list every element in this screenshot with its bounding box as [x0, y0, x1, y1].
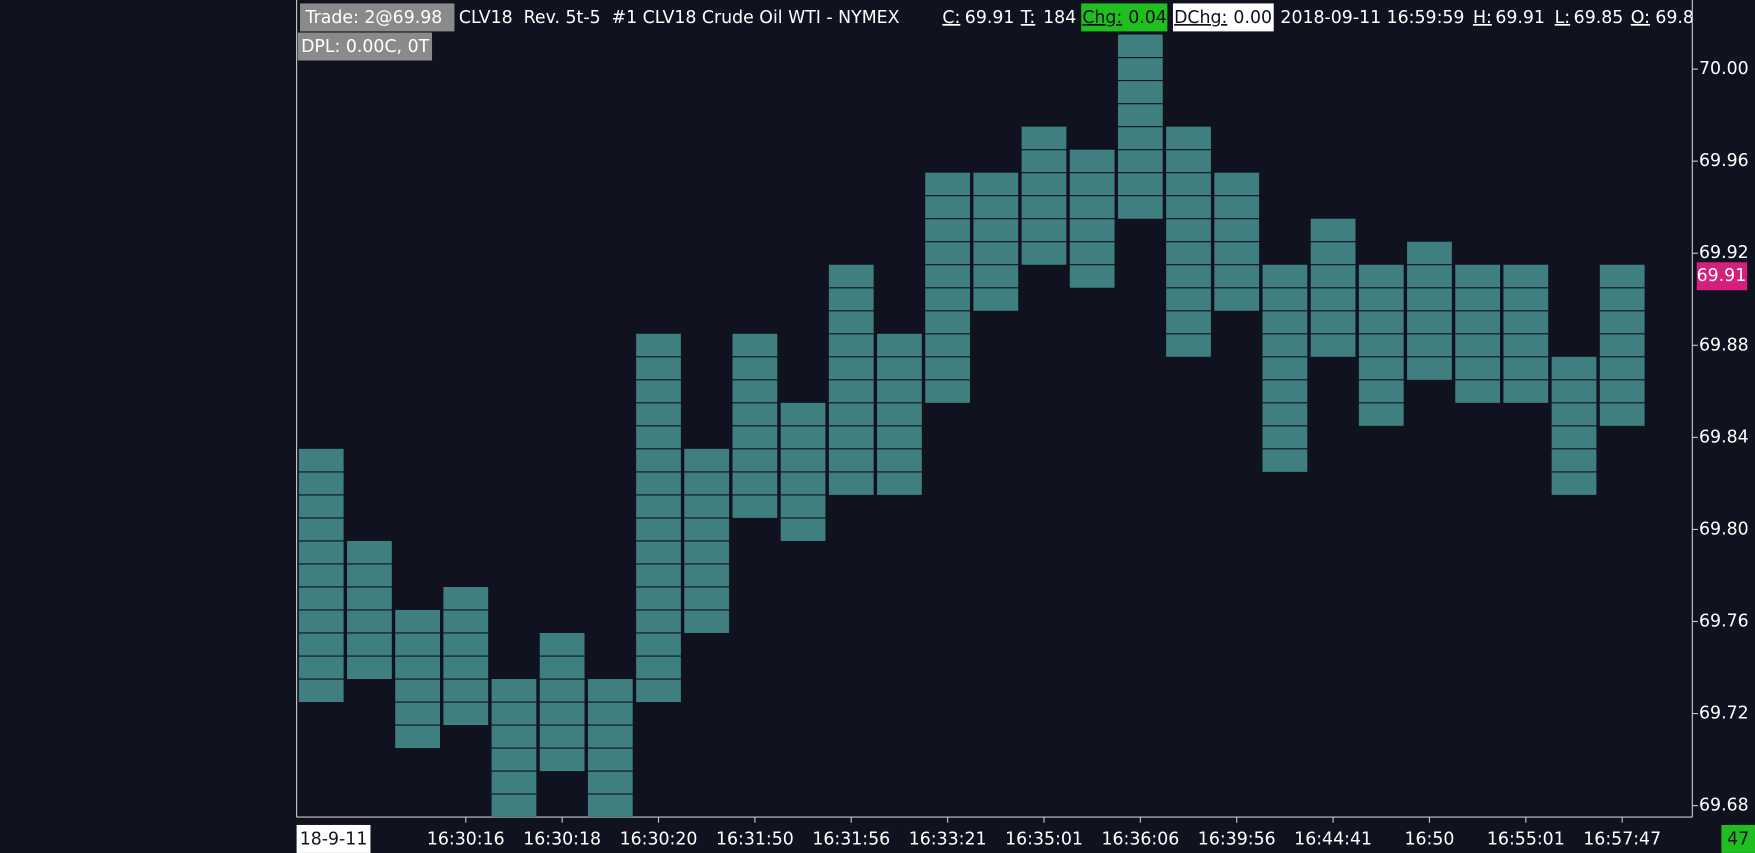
y-tick-label: 69.80 — [1699, 519, 1749, 539]
field-value: 69.85 — [1574, 8, 1624, 28]
y-tick-label: 70.00 — [1699, 59, 1749, 79]
x-tick-label: 16:30:18 — [523, 830, 601, 850]
x-tick-label: 16:31:50 — [716, 830, 794, 850]
plot-area: 69.68 69.72 69.76 69.80 69.84 69.88 69.92 69.96… — [296, 34, 1755, 853]
field-value: 184 — [1043, 8, 1076, 28]
field-bg — [1172, 3, 1274, 32]
y-tick-label: 69.72 — [1699, 704, 1749, 724]
box-column — [877, 333, 922, 495]
field-value: 0.00 — [1233, 8, 1272, 28]
dpl-bg — [297, 32, 433, 61]
last-price-label: 69.91 — [1697, 266, 1747, 286]
y-tick-label: 69.76 — [1699, 611, 1749, 631]
field-value: 69.91 — [965, 8, 1015, 28]
box-column — [1262, 264, 1308, 472]
field-value: 69.8 — [1655, 8, 1694, 28]
trade-bg — [299, 3, 455, 32]
x-tick-label: 16:31:56 — [812, 830, 890, 850]
y-tick-label: 69.92 — [1699, 243, 1749, 263]
field-label: C: — [942, 8, 960, 28]
trade-label: Trade: 2@69.98 — [305, 8, 443, 28]
dpl-label: DPL: 0.00C, 0T — [301, 37, 430, 57]
box-column — [298, 448, 344, 703]
field-label: H: — [1473, 8, 1492, 28]
x-tick-label: 16:33:21 — [909, 830, 987, 850]
x-tick-label: 18-9-11 — [300, 830, 368, 850]
x-tick-label: 16:57:47 — [1583, 830, 1661, 850]
x-tick-label: 16:39:56 — [1198, 830, 1276, 850]
field-value: 0.04 — [1128, 8, 1167, 28]
header: Trade: 2@69.98 CLV18 Rev. 5t-5 #1 CLV18 C… — [297, 3, 1694, 61]
field-label: DChg: — [1174, 8, 1227, 28]
field-label: Chg: — [1082, 8, 1122, 28]
box-column — [1358, 264, 1404, 426]
field-value: 69.91 — [1495, 8, 1545, 28]
x-tick-label: 16:44:41 — [1294, 830, 1372, 850]
counter-label: 47 — [1727, 830, 1749, 850]
y-tick-label: 69.96 — [1699, 151, 1749, 171]
field-label: L: — [1555, 8, 1570, 28]
y-tick-label: 69.88 — [1699, 335, 1749, 355]
date-label-bg — [296, 824, 371, 853]
y-tick-label: 69.68 — [1699, 796, 1749, 816]
box-column — [1599, 264, 1645, 426]
x-tick-label: 16:35:01 — [1005, 830, 1083, 850]
x-tick-label: 16:50 — [1404, 830, 1454, 850]
x-tick-label: 16:30:20 — [620, 830, 698, 850]
x-tick-label: 16:30:16 — [427, 830, 505, 850]
field-label: T: — [1020, 8, 1036, 28]
y-tick-label: 69.84 — [1699, 427, 1749, 447]
field-label: O: — [1631, 8, 1650, 28]
x-tick-label: 16:36:06 — [1101, 830, 1179, 850]
x-tick-label: 16:55:01 — [1487, 830, 1565, 850]
last-price-marker — [1696, 262, 1748, 291]
symbol-label: CLV18 Rev. 5t-5 #1 CLV18 Crude Oil WTI -… — [459, 8, 900, 28]
counter-bg — [1721, 824, 1755, 853]
datetime-label: 2018-09-11 16:59:59 — [1280, 8, 1464, 28]
field-bg — [1081, 3, 1168, 32]
